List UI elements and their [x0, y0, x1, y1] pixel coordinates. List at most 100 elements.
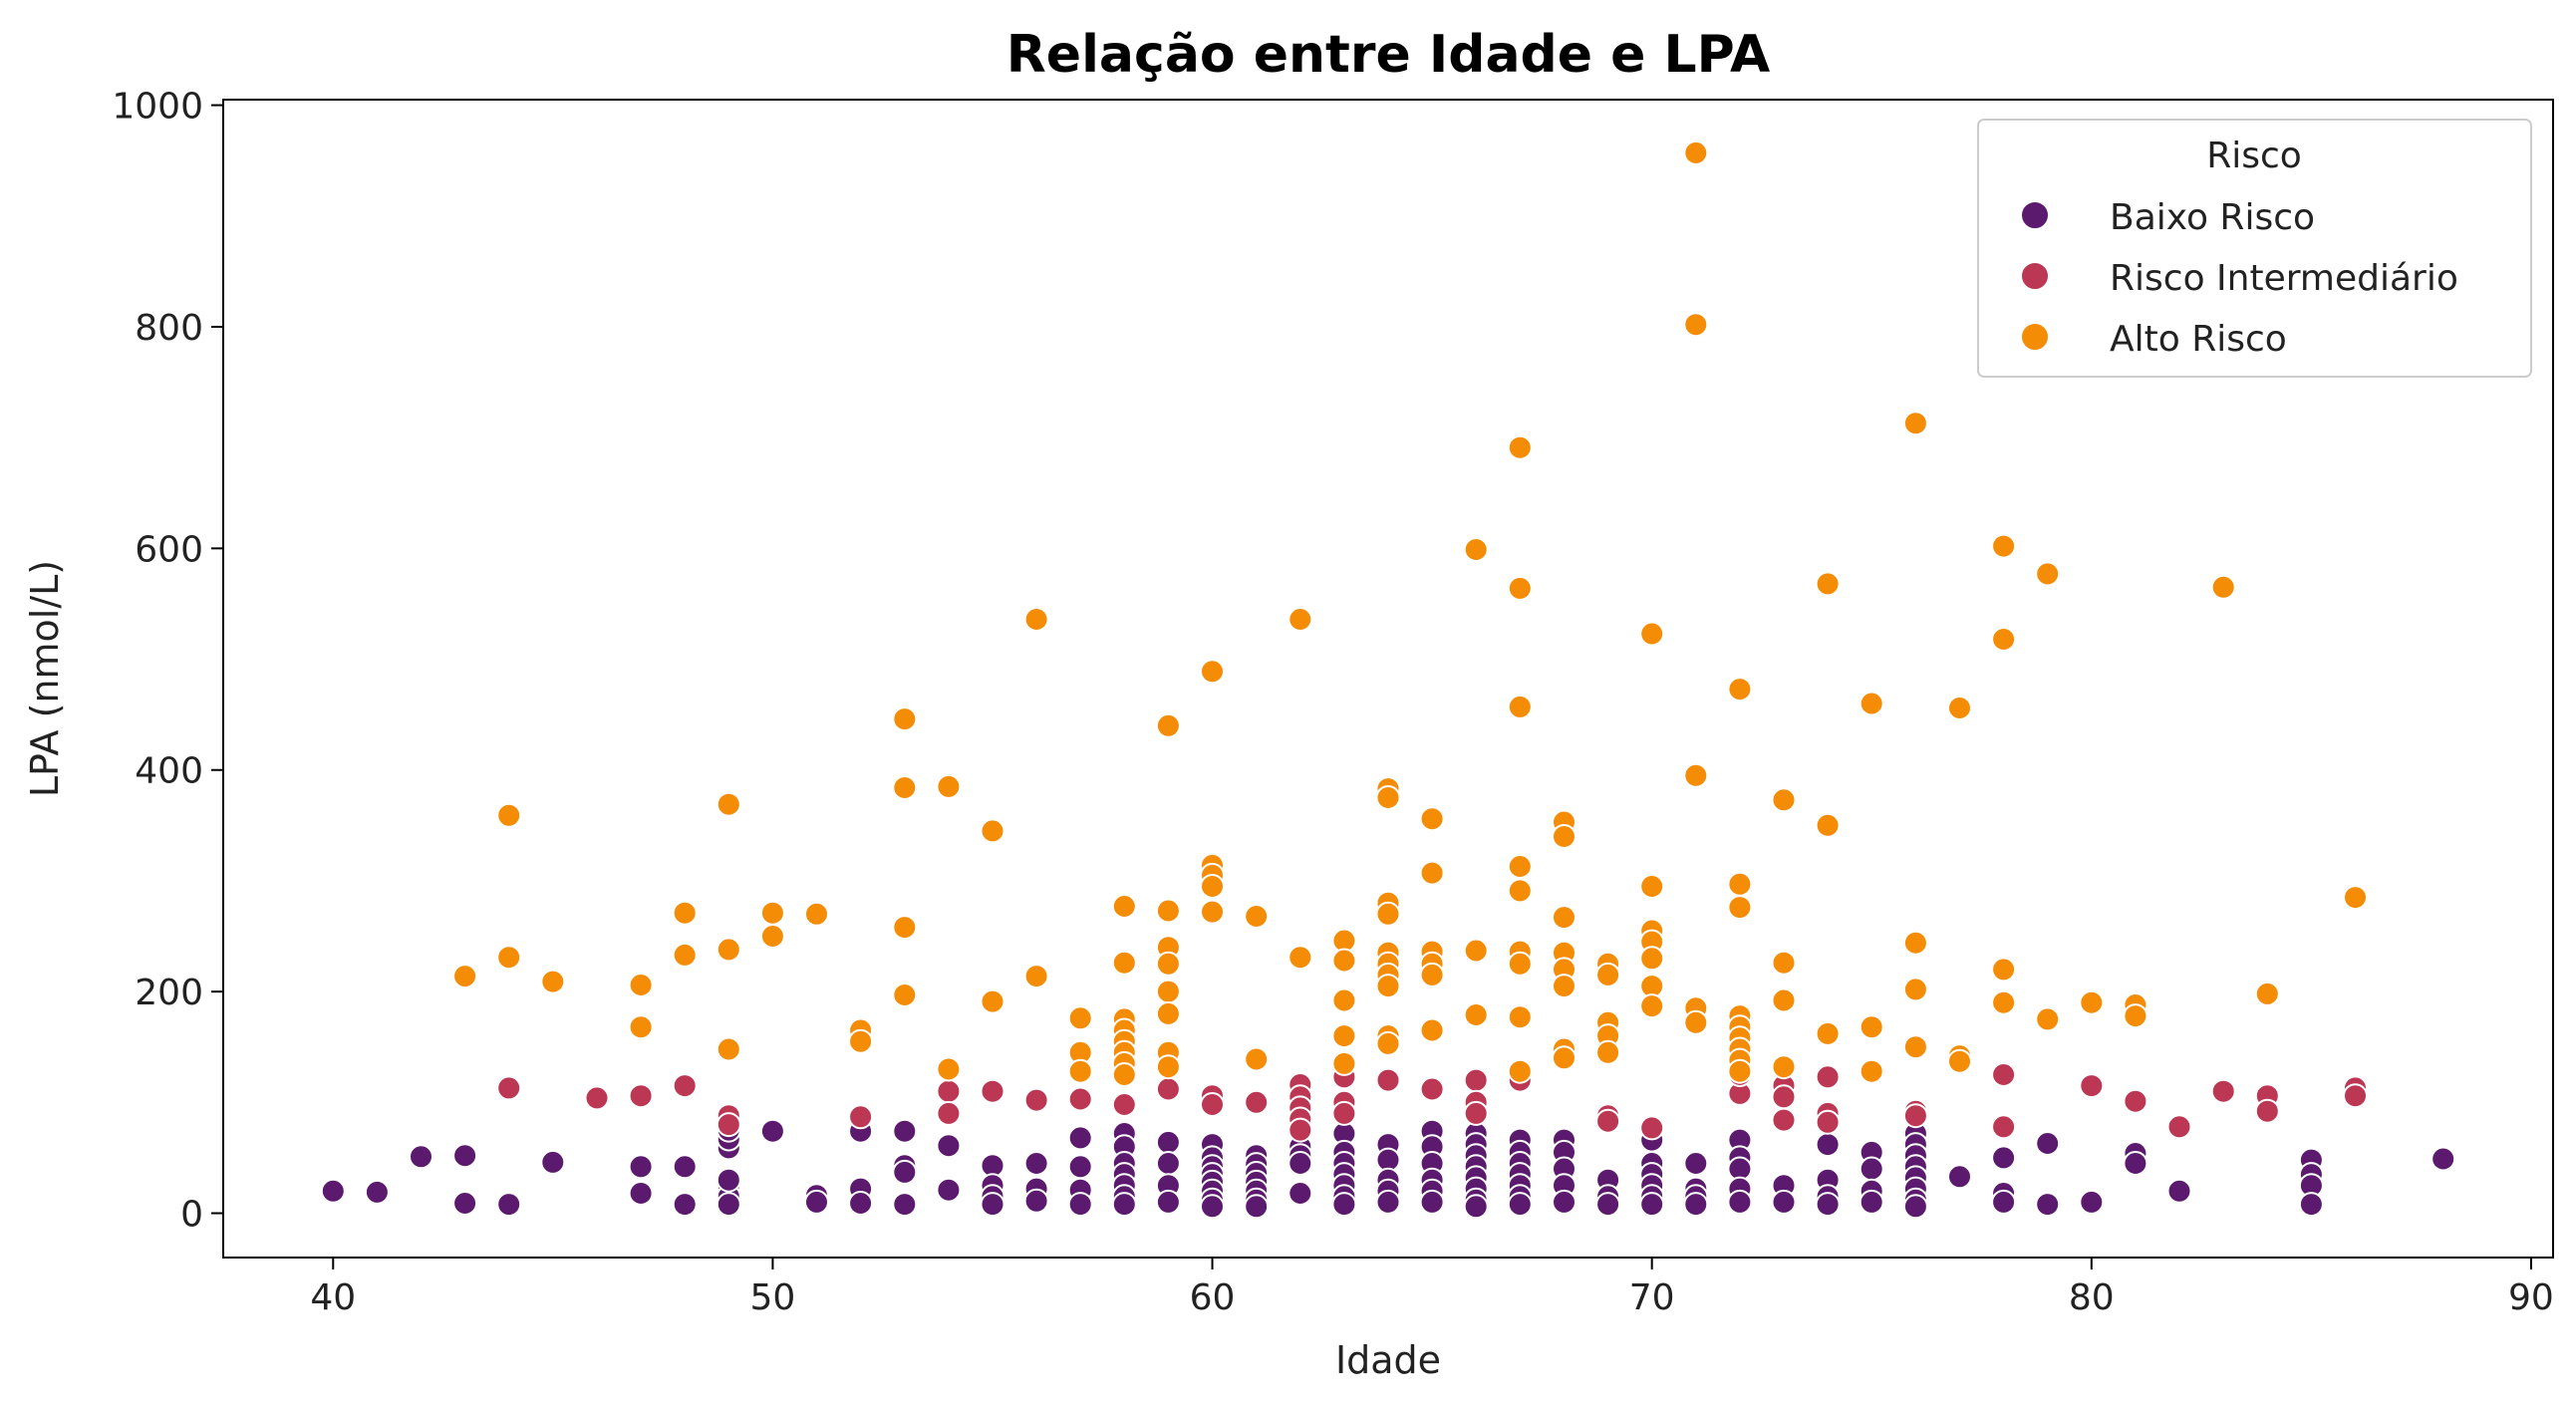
data-point	[1771, 1054, 1797, 1080]
data-point	[496, 945, 522, 971]
data-point	[1771, 1084, 1797, 1110]
data-point	[2035, 1131, 2061, 1156]
y-tick-label: 400	[135, 751, 203, 792]
data-point	[1639, 1192, 1665, 1218]
data-point	[1200, 1194, 1225, 1220]
x-tick-label: 80	[2069, 1277, 2115, 1318]
data-point	[1991, 957, 2017, 983]
data-point	[2254, 1098, 2280, 1124]
data-point	[496, 1192, 522, 1218]
data-point	[1288, 945, 1313, 971]
data-point	[1552, 974, 1576, 999]
data-point	[1991, 1145, 2017, 1171]
data-point	[672, 1154, 698, 1180]
data-point	[1331, 1100, 1357, 1126]
data-point	[1552, 824, 1576, 849]
data-point	[2079, 989, 2105, 1015]
y-tick-label: 0	[180, 1195, 203, 1236]
data-point	[1639, 993, 1665, 1019]
data-point	[1288, 1117, 1313, 1143]
data-point	[1683, 762, 1709, 788]
data-point	[1727, 895, 1753, 921]
data-point	[936, 773, 962, 799]
x-axis-label: Idade	[1335, 1338, 1441, 1382]
data-point	[1639, 874, 1665, 899]
data-point	[716, 1167, 741, 1193]
legend-label: Baixo Risco	[2110, 197, 2315, 238]
data-point	[496, 802, 522, 828]
data-point	[1595, 962, 1621, 987]
data-point	[1507, 1058, 1533, 1084]
data-point	[1288, 1181, 1313, 1206]
data-point	[1111, 1192, 1137, 1218]
data-point	[1859, 1014, 1884, 1040]
data-point	[1771, 987, 1797, 1013]
data-point	[1463, 1067, 1489, 1093]
data-point	[1067, 1058, 1093, 1084]
data-point	[1463, 938, 1489, 964]
data-point	[1683, 1009, 1709, 1035]
data-point	[1375, 901, 1401, 927]
data-point	[759, 900, 785, 926]
data-point	[1331, 948, 1357, 974]
data-point	[1419, 1017, 1445, 1043]
data-point	[1507, 878, 1533, 904]
data-point	[1947, 696, 1972, 720]
data-point	[1991, 1114, 2017, 1140]
data-point	[1507, 1004, 1533, 1030]
data-point	[1463, 1002, 1489, 1027]
data-point	[1815, 1020, 1841, 1046]
data-point	[2035, 561, 2061, 587]
data-point	[1902, 1194, 1928, 1220]
data-point	[1419, 1076, 1445, 1102]
data-point	[1463, 1194, 1489, 1220]
data-point	[1200, 874, 1225, 899]
data-point	[892, 1192, 918, 1218]
data-point	[1902, 1034, 1928, 1060]
chart-title: Relação entre Idade e LPA	[1006, 25, 1770, 85]
data-point	[848, 1191, 874, 1216]
data-point	[892, 775, 918, 800]
data-point	[2166, 1178, 2192, 1204]
data-point	[2298, 1192, 2324, 1218]
data-point	[2254, 981, 2280, 1006]
x-tick-label: 70	[1629, 1277, 1675, 1318]
data-point	[804, 1189, 829, 1215]
data-point	[1155, 1054, 1181, 1080]
data-point	[848, 1104, 874, 1130]
data-point	[672, 1073, 698, 1099]
data-point	[1683, 1151, 1709, 1176]
data-point	[1244, 1194, 1270, 1220]
data-point	[1947, 1164, 1972, 1190]
data-point	[1727, 1058, 1753, 1084]
data-point	[980, 988, 1005, 1014]
data-point	[672, 1192, 698, 1218]
data-point	[672, 942, 698, 968]
data-point	[1155, 898, 1181, 924]
data-point	[2079, 1189, 2105, 1215]
data-point	[1859, 1058, 1884, 1084]
data-point	[1991, 989, 2017, 1015]
data-point	[1244, 904, 1270, 929]
legend-label: Alto Risco	[2110, 319, 2287, 360]
data-point	[1067, 1005, 1093, 1031]
data-point	[1331, 1050, 1357, 1076]
data-point	[2035, 1192, 2061, 1218]
data-point	[1375, 1189, 1401, 1215]
data-point	[936, 1078, 962, 1104]
data-point	[2079, 1073, 2105, 1099]
data-point	[1419, 1189, 1445, 1215]
data-point	[1067, 1125, 1093, 1151]
data-point	[1815, 812, 1841, 838]
data-point	[2343, 885, 2368, 911]
data-point	[1111, 1092, 1137, 1117]
data-point	[1023, 1188, 1049, 1214]
data-point	[1067, 1192, 1093, 1218]
y-axis-label: LPA (nmol/L)	[23, 560, 67, 797]
data-point	[628, 973, 654, 997]
data-point	[1552, 1189, 1576, 1215]
x-tick-label: 90	[2508, 1277, 2554, 1318]
data-point	[409, 1144, 433, 1170]
data-point	[1859, 691, 1884, 716]
